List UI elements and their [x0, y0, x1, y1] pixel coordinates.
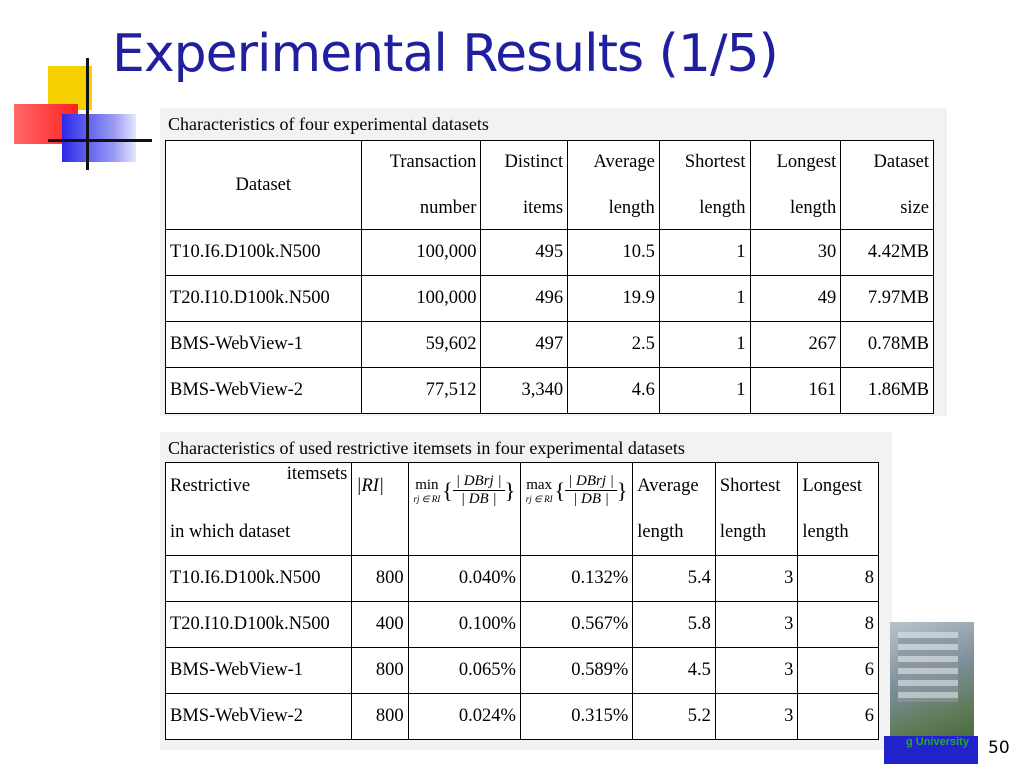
dataset-size-cell: 4.42MB	[840, 229, 934, 276]
dataset-name-cell: T10.I6.D100k.N500	[165, 229, 362, 276]
yellow-square-shape	[48, 66, 92, 110]
ri-count-cell: 800	[351, 647, 409, 694]
dataset-name-cell: BMS-WebView-1	[164, 647, 353, 694]
table-header-row: Restrictive itemsets in which dataset |RI…	[164, 462, 879, 556]
max-ratio-cell: 0.589%	[519, 647, 634, 694]
restrictive-itemsets-panel: Characteristics of used restrictive item…	[160, 432, 892, 750]
header-min-ratio: min rj ∈ RI { | DBrj | | DB | }	[407, 462, 521, 556]
page-number: 50	[988, 738, 1010, 758]
building-steps-shape	[898, 632, 958, 702]
dataset-size-cell: 1.86MB	[840, 367, 934, 414]
header-dataset: Dataset	[165, 140, 362, 230]
longest-length-cell: 49	[749, 275, 842, 322]
longest-length-cell: 161	[749, 367, 842, 414]
header-longest-length: Longest length	[797, 462, 879, 556]
longest-length-cell: 8	[797, 555, 879, 602]
average-length-cell: 10.5	[567, 229, 660, 276]
table-row: T10.I6.D100k.N500 100,000 495 10.5 1 30 …	[165, 229, 934, 276]
shortest-length-cell: 3	[714, 601, 799, 648]
ri-count-cell: 800	[351, 693, 409, 740]
longest-length-cell: 8	[797, 601, 879, 648]
shortest-length-cell: 1	[658, 275, 751, 322]
table2-caption: Characteristics of used restrictive item…	[168, 438, 685, 458]
university-logo-bar	[884, 736, 978, 764]
average-length-cell: 19.9	[567, 275, 660, 322]
average-length-cell: 5.2	[632, 693, 716, 740]
longest-length-cell: 6	[797, 647, 879, 694]
transaction-number-cell: 100,000	[360, 275, 482, 322]
table-row: T10.I6.D100k.N500 800 0.040% 0.132% 5.4 …	[164, 555, 879, 602]
shortest-length-cell: 1	[658, 321, 751, 368]
max-ratio-cell: 0.567%	[519, 601, 634, 648]
average-length-cell: 2.5	[567, 321, 660, 368]
max-ratio-cell: 0.132%	[519, 555, 634, 602]
shortest-length-cell: 3	[714, 647, 799, 694]
header-average-length: Average length	[632, 462, 716, 556]
header-ri-count: |RI|	[351, 462, 409, 556]
slide-title: Experimental Results (1/5)	[112, 24, 779, 84]
average-length-cell: 5.4	[632, 555, 716, 602]
header-max-ratio: max rj ∈ RI { | DBrj | | DB | }	[519, 462, 634, 556]
dataset-name-cell: BMS-WebView-1	[165, 321, 362, 368]
dataset-name-cell: T20.I10.D100k.N500	[165, 275, 362, 322]
header-shortest-length: Shortest length	[714, 462, 799, 556]
average-length-cell: 5.8	[632, 601, 716, 648]
table1-caption: Characteristics of four experimental dat…	[168, 114, 489, 134]
shortest-length-cell: 3	[714, 693, 799, 740]
min-ratio-cell: 0.040%	[407, 555, 521, 602]
max-ratio-cell: 0.315%	[519, 693, 634, 740]
university-logo-text: g University	[906, 736, 969, 748]
longest-length-cell: 30	[749, 229, 842, 276]
distinct-items-cell: 3,340	[480, 367, 569, 414]
average-length-cell: 4.6	[567, 367, 660, 414]
shortest-length-cell: 1	[658, 229, 751, 276]
longest-length-cell: 6	[797, 693, 879, 740]
dataset-name-cell: BMS-WebView-2	[165, 367, 362, 414]
distinct-items-cell: 497	[480, 321, 569, 368]
table-row: BMS-WebView-1 800 0.065% 0.589% 4.5 3 6	[164, 647, 879, 694]
table-row: BMS-WebView-2 77,512 3,340 4.6 1 161 1.8…	[165, 367, 934, 414]
header-dataset-size: Dataset size	[840, 140, 934, 230]
horizontal-line-shape	[48, 139, 152, 142]
header-transaction-number: Transaction number	[360, 140, 482, 230]
distinct-items-cell: 496	[480, 275, 569, 322]
dataset-characteristics-table: Dataset Transaction number Distinct items …	[165, 140, 934, 414]
transaction-number-cell: 59,602	[360, 321, 482, 368]
dataset-name-cell: BMS-WebView-2	[164, 693, 353, 740]
min-ratio-cell: 0.065%	[407, 647, 521, 694]
table-header-row: Dataset Transaction number Distinct items …	[165, 140, 934, 230]
table-row: BMS-WebView-2 800 0.024% 0.315% 5.2 3 6	[164, 693, 879, 740]
dataset-characteristics-panel: Characteristics of four experimental dat…	[160, 108, 947, 416]
transaction-number-cell: 77,512	[360, 367, 482, 414]
transaction-number-cell: 100,000	[360, 229, 482, 276]
shortest-length-cell: 1	[658, 367, 751, 414]
table-row: T20.I10.D100k.N500 400 0.100% 0.567% 5.8…	[164, 601, 879, 648]
restrictive-itemsets-table: Restrictive itemsets in which dataset |RI…	[164, 462, 879, 740]
longest-length-cell: 267	[749, 321, 842, 368]
dataset-size-cell: 7.97MB	[840, 275, 934, 322]
ri-count-cell: 800	[351, 555, 409, 602]
header-average-length: Average length	[567, 140, 660, 230]
shortest-length-cell: 3	[714, 555, 799, 602]
min-ratio-cell: 0.100%	[407, 601, 521, 648]
header-restrictive-itemsets: Restrictive itemsets in which dataset	[164, 462, 353, 556]
dataset-size-cell: 0.78MB	[840, 321, 934, 368]
ri-count-cell: 400	[351, 601, 409, 648]
header-longest-length: Longest length	[749, 140, 842, 230]
slide-decoration-logo	[0, 0, 160, 180]
header-distinct-items: Distinct items	[480, 140, 569, 230]
average-length-cell: 4.5	[632, 647, 716, 694]
distinct-items-cell: 495	[480, 229, 569, 276]
dataset-name-cell: T20.I10.D100k.N500	[164, 601, 353, 648]
dataset-name-cell: T10.I6.D100k.N500	[164, 555, 353, 602]
vertical-line-shape	[86, 58, 89, 170]
header-shortest-length: Shortest length	[658, 140, 751, 230]
table-row: BMS-WebView-1 59,602 497 2.5 1 267 0.78M…	[165, 321, 934, 368]
university-building-image	[884, 612, 978, 740]
min-ratio-cell: 0.024%	[407, 693, 521, 740]
blue-square-shape	[62, 114, 136, 162]
table-row: T20.I10.D100k.N500 100,000 496 19.9 1 49…	[165, 275, 934, 322]
